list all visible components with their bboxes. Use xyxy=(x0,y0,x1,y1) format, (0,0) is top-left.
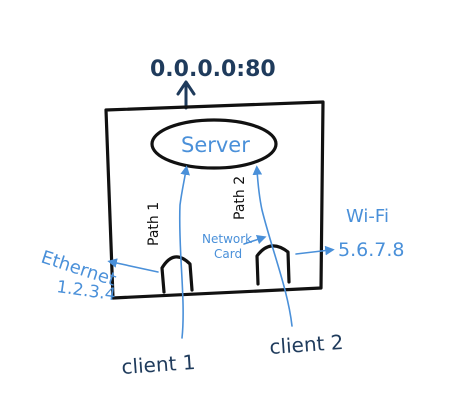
path-2-arrow xyxy=(252,165,293,327)
client-1-label: client 1 xyxy=(121,350,197,379)
ethernet-port xyxy=(160,255,194,294)
network-card-label-line1: Network xyxy=(202,232,252,246)
server-ellipse xyxy=(150,118,278,170)
path-2-label: Path 2 xyxy=(232,176,248,220)
path-1-label: Path 1 xyxy=(146,202,162,246)
wifi-pointer xyxy=(295,245,335,256)
path-1-arrow xyxy=(178,165,190,339)
network-card-pointer xyxy=(243,234,267,245)
wifi-port xyxy=(255,244,291,286)
outbound-arrow xyxy=(176,80,196,110)
machine-box xyxy=(104,100,325,300)
wifi-address: 5.6.7.8 xyxy=(338,239,404,261)
wifi-label: Wi-Fi xyxy=(346,206,389,227)
network-card-label-line2: Card xyxy=(214,247,242,261)
server-label: Server xyxy=(181,133,250,157)
client-2-label: client 2 xyxy=(269,330,345,359)
bind-address-label: 0.0.0.0:80 xyxy=(150,57,276,82)
ethernet-pointer xyxy=(107,258,159,273)
